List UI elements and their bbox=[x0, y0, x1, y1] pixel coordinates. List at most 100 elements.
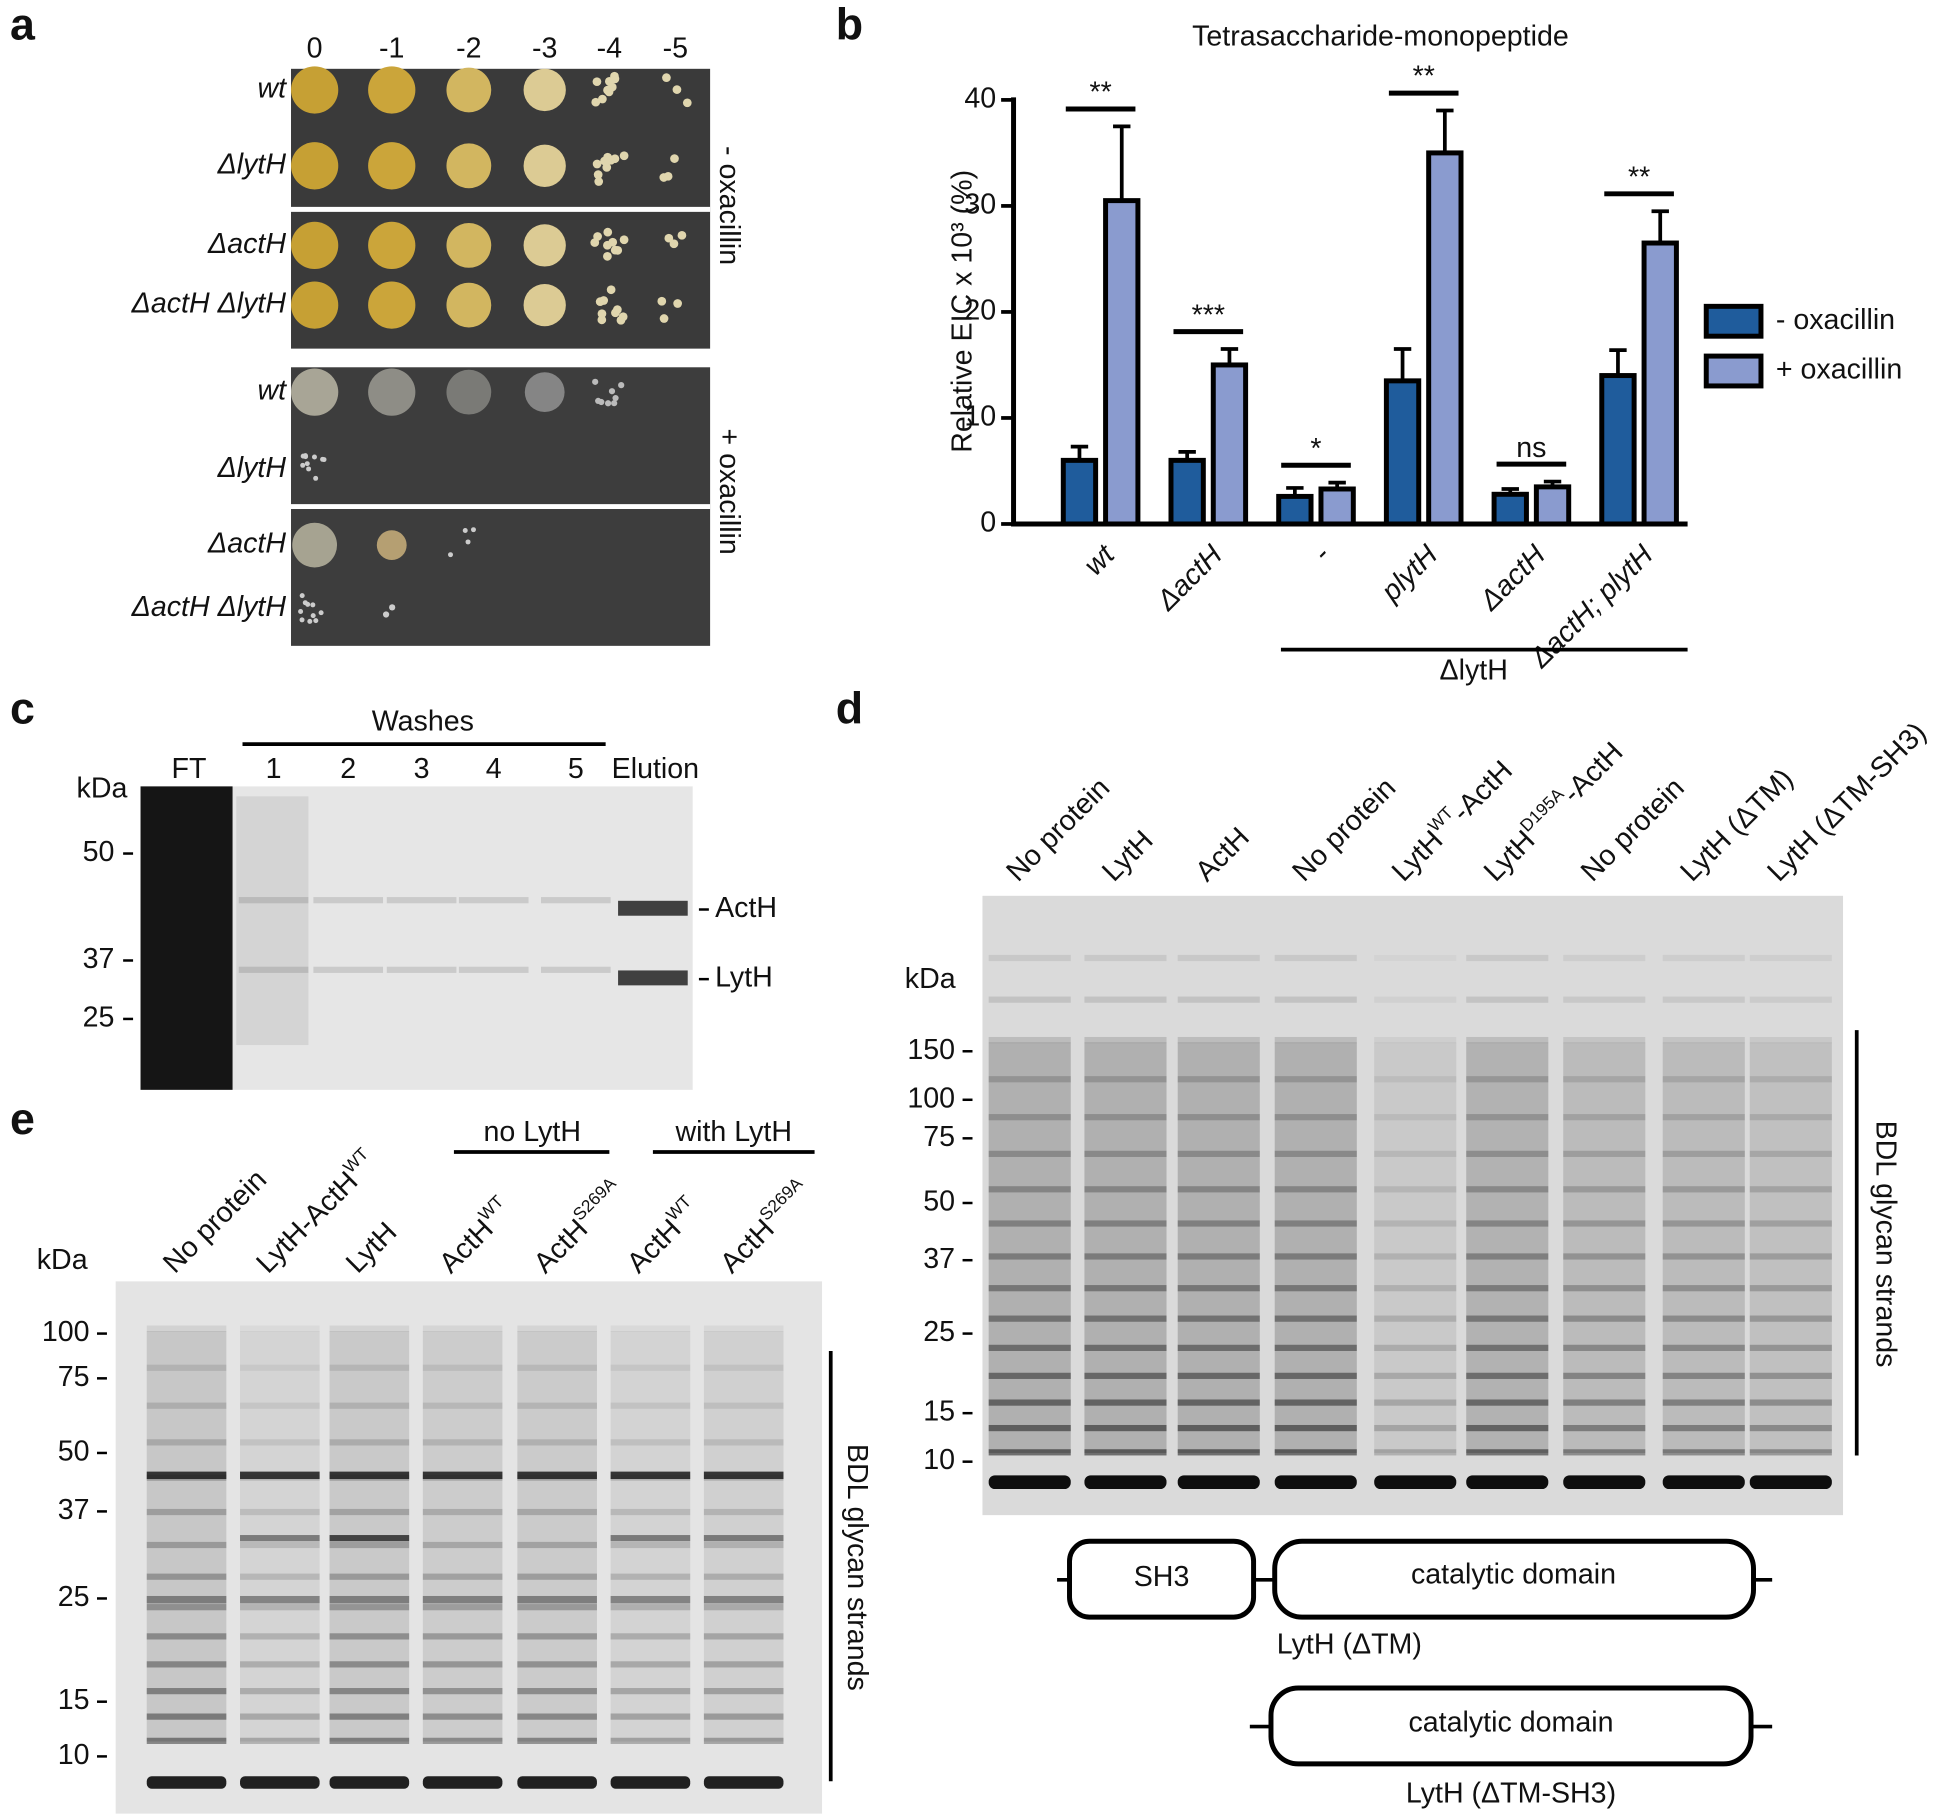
colony bbox=[302, 600, 308, 606]
marker-label: 25 bbox=[83, 1002, 115, 1034]
marker-label: 100 bbox=[907, 1082, 955, 1114]
gel-band bbox=[240, 1402, 320, 1409]
significance-label: ** bbox=[1413, 61, 1435, 93]
marker-label: 10 bbox=[923, 1444, 955, 1476]
marker-label: 37 bbox=[83, 943, 115, 975]
gel-band bbox=[329, 1541, 410, 1549]
gel-band bbox=[517, 1604, 597, 1611]
colony bbox=[657, 296, 667, 306]
bar bbox=[1491, 491, 1529, 527]
gel-band bbox=[517, 1688, 597, 1695]
colony bbox=[310, 602, 316, 608]
gel-band bbox=[1177, 1076, 1260, 1083]
lane-label: No protein bbox=[1000, 772, 1116, 888]
gel-band bbox=[1177, 954, 1260, 962]
gel-band bbox=[146, 1595, 227, 1604]
gel-band bbox=[988, 1449, 1071, 1456]
gel-band bbox=[240, 1633, 320, 1640]
band-label: ActH bbox=[715, 892, 777, 924]
colony bbox=[594, 177, 604, 186]
marker-label: 75 bbox=[58, 1361, 90, 1393]
gel-band bbox=[703, 1402, 784, 1409]
gel-band bbox=[422, 1633, 503, 1640]
gel-band bbox=[146, 1688, 227, 1695]
side-label: BDL glycan strands bbox=[841, 1444, 873, 1691]
gel-band bbox=[703, 1325, 784, 1332]
gel-band bbox=[1084, 1399, 1167, 1406]
gel-band bbox=[1177, 1344, 1260, 1351]
gel-band bbox=[1177, 1150, 1260, 1157]
marker-label: 37 bbox=[923, 1243, 955, 1275]
gel-band bbox=[422, 1713, 503, 1720]
bar bbox=[1318, 486, 1356, 527]
strain-label: ΔlytH bbox=[217, 452, 287, 484]
gel-band bbox=[1084, 1186, 1167, 1193]
x-tick-label: ΔactH bbox=[1150, 539, 1229, 618]
strain-label: ΔactH bbox=[207, 528, 286, 560]
gel-band bbox=[1177, 1186, 1260, 1193]
gel-band bbox=[1466, 1315, 1549, 1322]
gel-band bbox=[240, 1471, 320, 1480]
gel-band bbox=[240, 1737, 320, 1744]
gel-band bbox=[1662, 1475, 1745, 1490]
lane-label: ActHWT bbox=[430, 1191, 519, 1280]
gel-band bbox=[1177, 1449, 1260, 1456]
spot bbox=[368, 142, 416, 190]
domain-label: catalytic domain bbox=[1408, 1707, 1613, 1739]
marker-label: 10 bbox=[58, 1739, 90, 1771]
gel-band bbox=[517, 1402, 597, 1409]
gel-band bbox=[1662, 1253, 1745, 1260]
gel-band bbox=[422, 1364, 503, 1371]
gel-band bbox=[703, 1439, 784, 1446]
lane-label: 2 bbox=[340, 753, 356, 785]
gel-band bbox=[1466, 1076, 1549, 1083]
gel-band bbox=[146, 1439, 227, 1446]
colony bbox=[664, 233, 674, 243]
domain-label: catalytic domain bbox=[1411, 1559, 1616, 1591]
gel-band bbox=[1466, 1372, 1549, 1379]
gel-band bbox=[422, 1776, 503, 1789]
colony bbox=[597, 309, 607, 319]
gel-band bbox=[540, 966, 611, 973]
marker-label: 25 bbox=[923, 1316, 955, 1348]
gel-band bbox=[703, 1471, 784, 1480]
gel-band bbox=[517, 1439, 597, 1446]
colony bbox=[310, 613, 316, 619]
colony bbox=[610, 74, 620, 84]
condition-label: + oxacillin bbox=[713, 428, 745, 554]
gel-band bbox=[1274, 1372, 1357, 1379]
gel-band bbox=[458, 897, 529, 904]
gel-band bbox=[988, 1399, 1071, 1406]
gel-band bbox=[703, 1688, 784, 1695]
bar bbox=[1383, 378, 1422, 527]
gel-band bbox=[386, 897, 457, 904]
gel-band bbox=[240, 1325, 320, 1332]
y-axis-label: Relative EIC x 10³ (%) bbox=[946, 170, 978, 453]
lane-label: FT bbox=[172, 753, 207, 785]
gel-band bbox=[146, 1737, 227, 1744]
gel-band bbox=[422, 1573, 503, 1580]
colony bbox=[611, 308, 620, 318]
dilution-label: -3 bbox=[532, 33, 557, 65]
gel-band bbox=[517, 1573, 597, 1580]
gel-band bbox=[1374, 955, 1456, 961]
gel-band bbox=[988, 1036, 1071, 1044]
y-tick-label: 30 bbox=[964, 188, 996, 220]
gel-band bbox=[1274, 1036, 1357, 1044]
gel-band bbox=[988, 1076, 1071, 1083]
strain-label: ΔactH bbox=[207, 228, 286, 260]
gel-band bbox=[1662, 1285, 1745, 1292]
colony bbox=[662, 73, 671, 82]
colony bbox=[299, 617, 305, 623]
gel-band bbox=[1563, 1424, 1646, 1432]
gel-band bbox=[422, 1688, 503, 1695]
lane-label-text: No protein bbox=[1000, 772, 1116, 888]
gel-band bbox=[329, 1737, 410, 1744]
lane-label-text: -ActH bbox=[1556, 736, 1629, 809]
gel-smear bbox=[1749, 1042, 1832, 1453]
gel-band bbox=[517, 1541, 597, 1549]
colony bbox=[592, 159, 602, 169]
colony bbox=[465, 539, 471, 545]
colony bbox=[306, 466, 312, 472]
